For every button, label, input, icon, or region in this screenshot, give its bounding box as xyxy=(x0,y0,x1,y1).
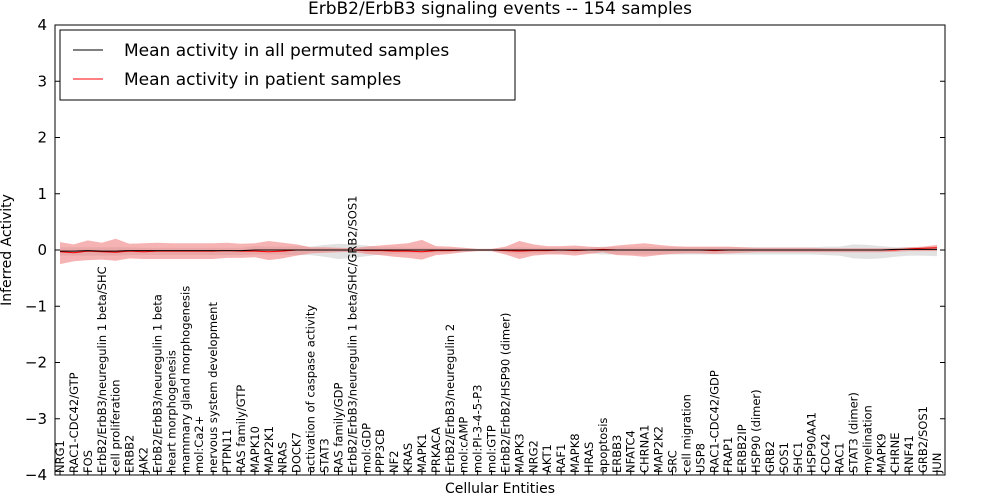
x-category-label: ERBB3 xyxy=(610,435,624,473)
x-category-label: ErbB2/ErbB2/HSP90 (dimer) xyxy=(499,313,513,473)
x-category-label: STAT3 (dimer) xyxy=(847,392,861,473)
y-tick-label: −1 xyxy=(25,297,47,315)
y-tick-label: 2 xyxy=(37,129,47,147)
x-category-label: FOS xyxy=(81,450,95,473)
x-category-label: MAPK9 xyxy=(874,433,888,473)
legend-label-permuted: Mean activity in all permuted samples xyxy=(124,41,449,61)
x-category-label: NF2 xyxy=(387,450,401,473)
x-category-label: nervous system development xyxy=(206,302,220,473)
legend: Mean activity in all permuted samples Me… xyxy=(59,29,516,101)
x-category-label: SOS1 xyxy=(777,442,791,473)
x-category-label: mol:cAMP xyxy=(457,417,471,473)
x-category-label: CDC42 xyxy=(819,433,833,473)
x-category-label: MAPK3 xyxy=(512,433,526,473)
x-category-label: ErbB2/ErbB3/neuregulin 1 beta xyxy=(150,294,164,473)
x-category-label: HRAS xyxy=(582,442,596,473)
x-axis-category-labels: NRG1 RAC1-CDC42/GTP FOS ErbB2/ErbB3/neuregu… xyxy=(53,196,944,475)
x-category-label: PTPN11 xyxy=(220,429,234,473)
x-category-label: GRB2/SOS1 xyxy=(916,406,930,473)
x-category-label: ERBB2IP xyxy=(735,424,749,473)
x-category-label: RAC1-CDC42/GDP xyxy=(707,370,721,473)
x-category-label: MAPK8 xyxy=(568,433,582,473)
x-category-label: SHC1 xyxy=(791,442,805,473)
series-lines xyxy=(59,247,938,254)
x-category-label: heart morphogenesis xyxy=(164,350,178,473)
x-category-label: JUN xyxy=(930,453,944,474)
x-category-label: RAS family/GDP xyxy=(331,383,345,473)
x-category-label: RAC1-CDC42/GTP xyxy=(67,372,81,473)
y-tick-label: 4 xyxy=(37,16,47,34)
x-category-label: mammary gland morphogenesis xyxy=(178,286,192,473)
x-category-label: AKT1 xyxy=(540,444,554,473)
x-category-label: myelination xyxy=(860,405,874,473)
x-category-label: JAK2 xyxy=(137,447,151,474)
x-category-label: ErbB2/ErbB3/neuregulin 1 beta/SHC/GRB2/S… xyxy=(345,196,359,473)
x-category-label: ERBB2 xyxy=(123,435,137,473)
x-category-label: RAC1 xyxy=(833,442,847,473)
x-category-label: PRKACA xyxy=(429,427,443,473)
x-category-label: MAPK10 xyxy=(248,426,262,473)
x-category-label: KRAS xyxy=(401,443,415,473)
legend-label-patient: Mean activity in patient samples xyxy=(124,70,401,90)
x-category-label: RAF1 xyxy=(554,444,568,473)
x-category-label: PPP3CB xyxy=(373,429,387,473)
x-category-label: MAP2K2 xyxy=(652,426,666,473)
x-category-label: activation of caspase activity xyxy=(304,305,318,473)
x-category-label: ErbB2/ErbB3/neuregulin 1 beta/SHC xyxy=(95,266,109,473)
x-category-label: mol:PI-3-4-5-P3 xyxy=(471,385,485,473)
legend-box xyxy=(59,29,516,101)
y-axis-ticks: −4 −3 −2 −1 0 1 2 3 4 xyxy=(25,16,945,484)
y-tick-label: 0 xyxy=(37,241,47,259)
y-tick-label: 1 xyxy=(37,185,47,203)
x-category-label: HSP90 (dimer) xyxy=(749,389,763,473)
x-category-label: CHRNA1 xyxy=(638,425,652,473)
x-category-label: MAP2K1 xyxy=(262,426,276,473)
x-category-label: NRAS xyxy=(276,442,290,473)
x-category-label: RNF41 xyxy=(902,435,916,473)
x-category-label: STAT3 xyxy=(318,438,332,473)
x-category-label: cell proliferation xyxy=(109,379,123,473)
x-category-label: FRAP1 xyxy=(721,437,735,473)
y-axis-label: Inferred Activity xyxy=(0,194,15,306)
x-axis-label: Cellular Entities xyxy=(445,481,555,497)
x-category-label: CHRNE xyxy=(888,432,902,473)
x-category-label: NFATC4 xyxy=(624,430,638,473)
band-series-1 xyxy=(60,238,937,265)
y-tick-label: −2 xyxy=(25,354,47,372)
x-category-label: mol:Ca2+ xyxy=(192,416,206,473)
x-category-label: apoptosis xyxy=(596,418,610,473)
x-category-label: ErbB2/ErbB3/neuregulin 2 xyxy=(443,324,457,473)
x-category-label: SRC xyxy=(666,450,680,473)
x-category-label: mol:GTP xyxy=(485,425,499,473)
x-category-label: DOCK7 xyxy=(290,432,304,473)
x-category-label: mol:GDP xyxy=(359,423,373,473)
x-category-label: NRG2 xyxy=(526,440,540,473)
x-category-label: cell migration xyxy=(679,394,693,473)
x-category-label: HSP90AA1 xyxy=(805,412,819,473)
y-tick-label: −4 xyxy=(25,466,47,484)
x-category-label: GRB2 xyxy=(763,441,777,473)
plot-frame xyxy=(54,24,946,476)
x-category-label: USP8 xyxy=(693,443,707,473)
line-series-0 xyxy=(60,248,937,252)
x-category-label: MAPK1 xyxy=(415,433,429,473)
confidence-bands xyxy=(60,238,937,265)
x-category-label: RAS family/GTP xyxy=(234,385,248,473)
chart-title: ErbB2/ErbB3 signaling events -- 154 samp… xyxy=(308,0,692,19)
y-tick-label: −3 xyxy=(25,410,47,428)
x-category-label: NRG1 xyxy=(53,440,67,473)
y-tick-label: 3 xyxy=(37,72,47,90)
